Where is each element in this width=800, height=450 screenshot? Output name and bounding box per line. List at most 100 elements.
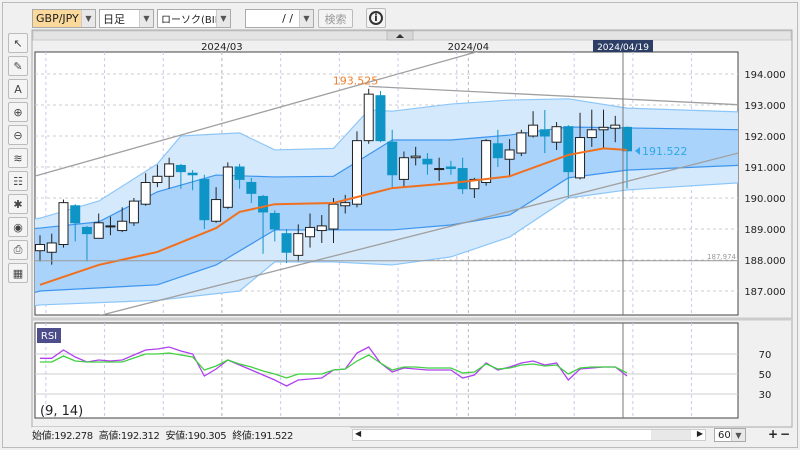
candle bbox=[351, 131, 362, 208]
candle bbox=[269, 210, 280, 242]
candle bbox=[551, 122, 562, 150]
table-icon: ☷ bbox=[13, 174, 23, 188]
pencil-tool-button[interactable]: ✎ bbox=[8, 56, 28, 76]
price-tick: 187.000 bbox=[744, 287, 785, 298]
indicator-tool-button[interactable]: ≋ bbox=[8, 148, 28, 168]
price-tick: 193.000 bbox=[744, 101, 785, 112]
scroll-left-icon[interactable]: ◀ bbox=[355, 429, 362, 438]
layout-icon: ▦ bbox=[12, 266, 24, 280]
crosshair-date-badge bbox=[593, 40, 653, 52]
candle bbox=[81, 225, 92, 262]
candle bbox=[117, 207, 128, 233]
candle-body bbox=[387, 141, 398, 176]
candle-body bbox=[293, 233, 304, 256]
candle bbox=[539, 109, 550, 154]
zoom-out-button[interactable]: − bbox=[780, 427, 791, 441]
candle-body bbox=[128, 200, 139, 224]
candle-body bbox=[375, 95, 386, 142]
trend-line bbox=[35, 52, 479, 177]
date-value: / / bbox=[282, 12, 293, 25]
candle bbox=[222, 162, 233, 209]
candle-body bbox=[622, 126, 632, 152]
zoom-in-button[interactable]: + bbox=[768, 427, 779, 441]
layout-tool-button[interactable]: ▦ bbox=[8, 263, 28, 283]
open-value: 始値:192.278 bbox=[32, 431, 93, 442]
candle-body bbox=[46, 242, 57, 253]
print-tool-button[interactable]: ⎙ bbox=[8, 240, 28, 260]
erase-all-tool-button[interactable]: A bbox=[8, 79, 28, 99]
chart-type-value: ローソク(BID) bbox=[161, 15, 216, 26]
candle-body bbox=[328, 203, 339, 230]
timeframe-value: 日足 bbox=[103, 12, 125, 26]
date-input[interactable]: / / ▼ bbox=[245, 9, 314, 28]
search-button[interactable]: 検索 bbox=[318, 9, 353, 28]
chart-type-select[interactable]: ローソク(BID)▼ bbox=[157, 9, 231, 28]
candle-body bbox=[105, 225, 116, 228]
candle-body bbox=[222, 166, 233, 208]
bar-count-select[interactable]: 60 ▼ bbox=[714, 428, 746, 442]
scroll-right-icon[interactable]: ▶ bbox=[696, 429, 703, 438]
band-outer-lower-line bbox=[35, 182, 738, 307]
rsi-badge bbox=[37, 328, 61, 343]
candle bbox=[293, 224, 304, 262]
chevron-up-icon bbox=[396, 34, 404, 38]
close-value: 終値:191.522 bbox=[232, 431, 293, 442]
candle bbox=[363, 88, 374, 144]
last-price-label: 191.522 bbox=[642, 145, 688, 158]
candle-body bbox=[598, 126, 609, 131]
zoom-in-tool-button[interactable]: ⊕ bbox=[8, 102, 28, 122]
zoom-out-tool-button[interactable]: ⊖ bbox=[8, 125, 28, 145]
symbols-tool-button[interactable]: ✱ bbox=[8, 194, 28, 214]
month-label: 2024/03 bbox=[201, 42, 243, 53]
print-icon: ⎙ bbox=[13, 243, 23, 256]
currency-pair-select[interactable]: GBP/JPY ▼ bbox=[32, 9, 96, 28]
rsi-tick: 50 bbox=[759, 370, 772, 381]
candle-body bbox=[281, 233, 292, 253]
info-button[interactable]: i bbox=[366, 8, 386, 28]
cursor-icon: ↖ bbox=[13, 36, 23, 50]
candle-body bbox=[457, 168, 468, 190]
candle-body bbox=[516, 132, 527, 154]
candle-body bbox=[316, 225, 327, 232]
candle-body bbox=[610, 124, 621, 129]
cursor-tool-button[interactable]: ↖ bbox=[8, 33, 28, 53]
hline-price-label: 187.974 bbox=[707, 253, 736, 261]
scroll-thumb[interactable] bbox=[651, 430, 691, 440]
candle-body bbox=[187, 172, 198, 176]
pencil-icon: ✎ bbox=[13, 59, 23, 73]
band-outer-upper-line bbox=[35, 98, 738, 220]
candle bbox=[316, 215, 327, 243]
erase-all-icon: A bbox=[14, 82, 22, 96]
zoom-out-icon: ⊖ bbox=[13, 128, 23, 142]
candle bbox=[598, 109, 609, 149]
candle-body bbox=[35, 244, 45, 252]
candle bbox=[152, 164, 163, 188]
last-price-arrow-icon bbox=[635, 146, 640, 155]
candle-body bbox=[434, 168, 445, 171]
candle bbox=[563, 125, 574, 198]
candle bbox=[234, 163, 245, 189]
eye-icon: ◉ bbox=[13, 220, 23, 234]
eye-tool-button[interactable]: ◉ bbox=[8, 217, 28, 237]
timeframe-select[interactable]: 日足 ▼ bbox=[99, 9, 154, 28]
candle-body bbox=[305, 226, 316, 238]
candle-body bbox=[211, 199, 222, 222]
candle-body bbox=[398, 157, 409, 180]
candle-body bbox=[234, 166, 245, 180]
candle-body bbox=[58, 202, 69, 245]
rsi-14-line bbox=[40, 352, 628, 379]
candle bbox=[375, 91, 386, 143]
status-bar: 始値:192.278 高値:192.312 安値:190.305 終値:191.… bbox=[32, 427, 350, 442]
horizontal-scrollbar[interactable]: ◀ ▶ bbox=[352, 429, 706, 441]
candle bbox=[211, 187, 222, 223]
currency-pair-value: GBP/JPY bbox=[33, 10, 81, 27]
trend-line bbox=[368, 85, 738, 106]
chevron-down-icon: ▼ bbox=[731, 429, 745, 441]
candle bbox=[434, 157, 445, 181]
candle bbox=[586, 109, 597, 147]
low-value: 安値:190.305 bbox=[165, 431, 227, 442]
table-tool-button[interactable]: ☷ bbox=[8, 171, 28, 191]
rsi-label: RSI bbox=[41, 331, 57, 342]
candle-body bbox=[199, 178, 210, 221]
